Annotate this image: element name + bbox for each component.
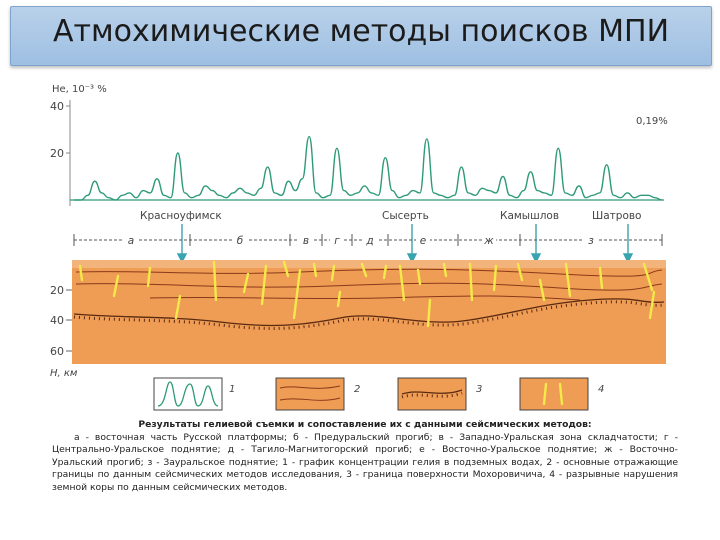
zone-label-v: в <box>303 235 309 247</box>
legend-faults-icon <box>542 382 564 406</box>
location-label-kamyshlov: Камышлов <box>500 210 559 222</box>
legend-num-4: 4 <box>598 384 604 395</box>
zone-label-z: з <box>588 235 594 247</box>
helium-graph: He, 10⁻³ % 40 20 0,19% <box>50 84 668 206</box>
section-top-band <box>72 260 666 268</box>
caption-body: а - восточная часть Русской платформы; б… <box>52 431 678 493</box>
legend-moho-hatch <box>401 391 463 399</box>
zone-labels: а б в г д е ж з <box>124 233 598 247</box>
legend-box-moho <box>397 377 467 411</box>
legend-num-2: 2 <box>354 384 360 395</box>
boundary-line <box>75 282 663 291</box>
location-label-shatrovo: Шатрово <box>592 210 641 222</box>
reflecting-boundaries <box>75 268 663 301</box>
slide-title: Атмохимические методы поисков МПИ <box>52 14 670 49</box>
legend-num-3: 3 <box>476 384 482 395</box>
arrow-head <box>530 253 542 264</box>
figure-caption: Результаты гелиевой съемки и сопоставлен… <box>52 419 678 495</box>
legend: 1 2 3 4 <box>153 377 604 411</box>
depth-tick-60: 60 <box>50 345 64 358</box>
zone-label-d: д <box>365 235 373 247</box>
depth-axis-label: H, км <box>50 368 78 379</box>
arrow-head <box>406 253 418 264</box>
zone-label-e: е <box>420 235 426 247</box>
cross-section: 20 40 60 H, км <box>50 260 666 379</box>
legend-moho-icon <box>401 389 463 395</box>
boundary-line <box>149 295 581 301</box>
arrow-head <box>622 253 634 264</box>
zone-label-a: а <box>128 235 134 247</box>
boundary-line <box>75 268 663 277</box>
zone-bar <box>73 234 663 246</box>
zone-label-zh: ж <box>483 235 494 247</box>
graph-y-label: He, 10⁻³ % <box>52 84 107 95</box>
location-label-krasnoufimsk: Красноуфимск <box>140 210 222 222</box>
title-bar: Атмохимические методы поисков МПИ <box>10 6 712 66</box>
legend-box-boundaries <box>275 377 345 411</box>
location-label-sysert: Сысерть <box>382 210 429 222</box>
faults <box>78 260 656 328</box>
legend-graph-icon <box>157 381 219 407</box>
moho-boundary <box>73 298 665 327</box>
arrow-head <box>176 253 188 264</box>
legend-boundaries-icon <box>279 385 341 401</box>
graph-y-tick-20: 20 <box>50 147 64 160</box>
depth-tick-40: 40 <box>50 314 64 327</box>
caption-title: Результаты гелиевой съемки и сопоставлен… <box>138 419 592 430</box>
locations: Красноуфимск Сысерть Камышлов Шатрово <box>140 210 641 264</box>
zone-label-g: г <box>334 235 340 247</box>
graph-y-tick-40: 40 <box>50 100 64 113</box>
zone-label-b: б <box>237 235 244 247</box>
graph-peak-label: 0,19% <box>636 116 668 127</box>
helium-series-line <box>74 135 663 201</box>
legend-num-1: 1 <box>229 384 235 395</box>
depth-tick-20: 20 <box>50 284 64 297</box>
section-body <box>72 260 666 364</box>
legend-box-faults <box>519 377 589 411</box>
